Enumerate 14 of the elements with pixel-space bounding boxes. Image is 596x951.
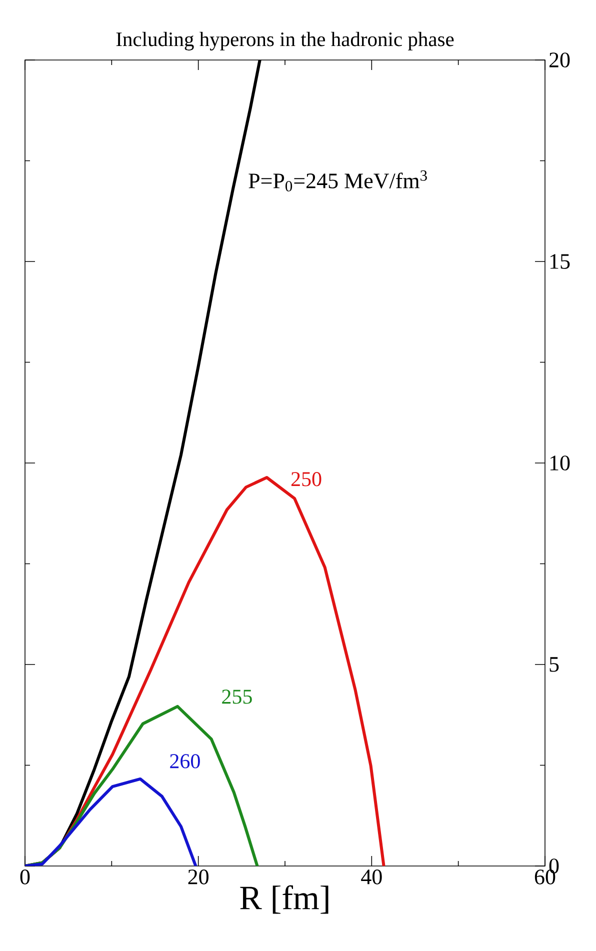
y-tick-label: 15 xyxy=(550,254,570,269)
x-tick-label: 0 xyxy=(20,870,30,884)
x-tick-label: 40 xyxy=(361,870,382,884)
series-label: 250 xyxy=(291,472,322,486)
y-tick-label: 5 xyxy=(550,657,559,672)
y-tick-label: 10 xyxy=(550,456,570,470)
y-tick-label: 20 xyxy=(549,52,570,68)
x-tick-label: 20 xyxy=(188,870,208,884)
series-label: P=P$_{0}$=245 MeV/fm$^{3}$ xyxy=(248,170,427,192)
chart-title: Including hyperons in the hadronic phase xyxy=(116,32,454,50)
series-label: 255 xyxy=(222,690,252,704)
series-label: 260 xyxy=(170,754,200,768)
x-axis-title: R [fm] xyxy=(240,885,328,914)
line-series xyxy=(25,777,198,866)
